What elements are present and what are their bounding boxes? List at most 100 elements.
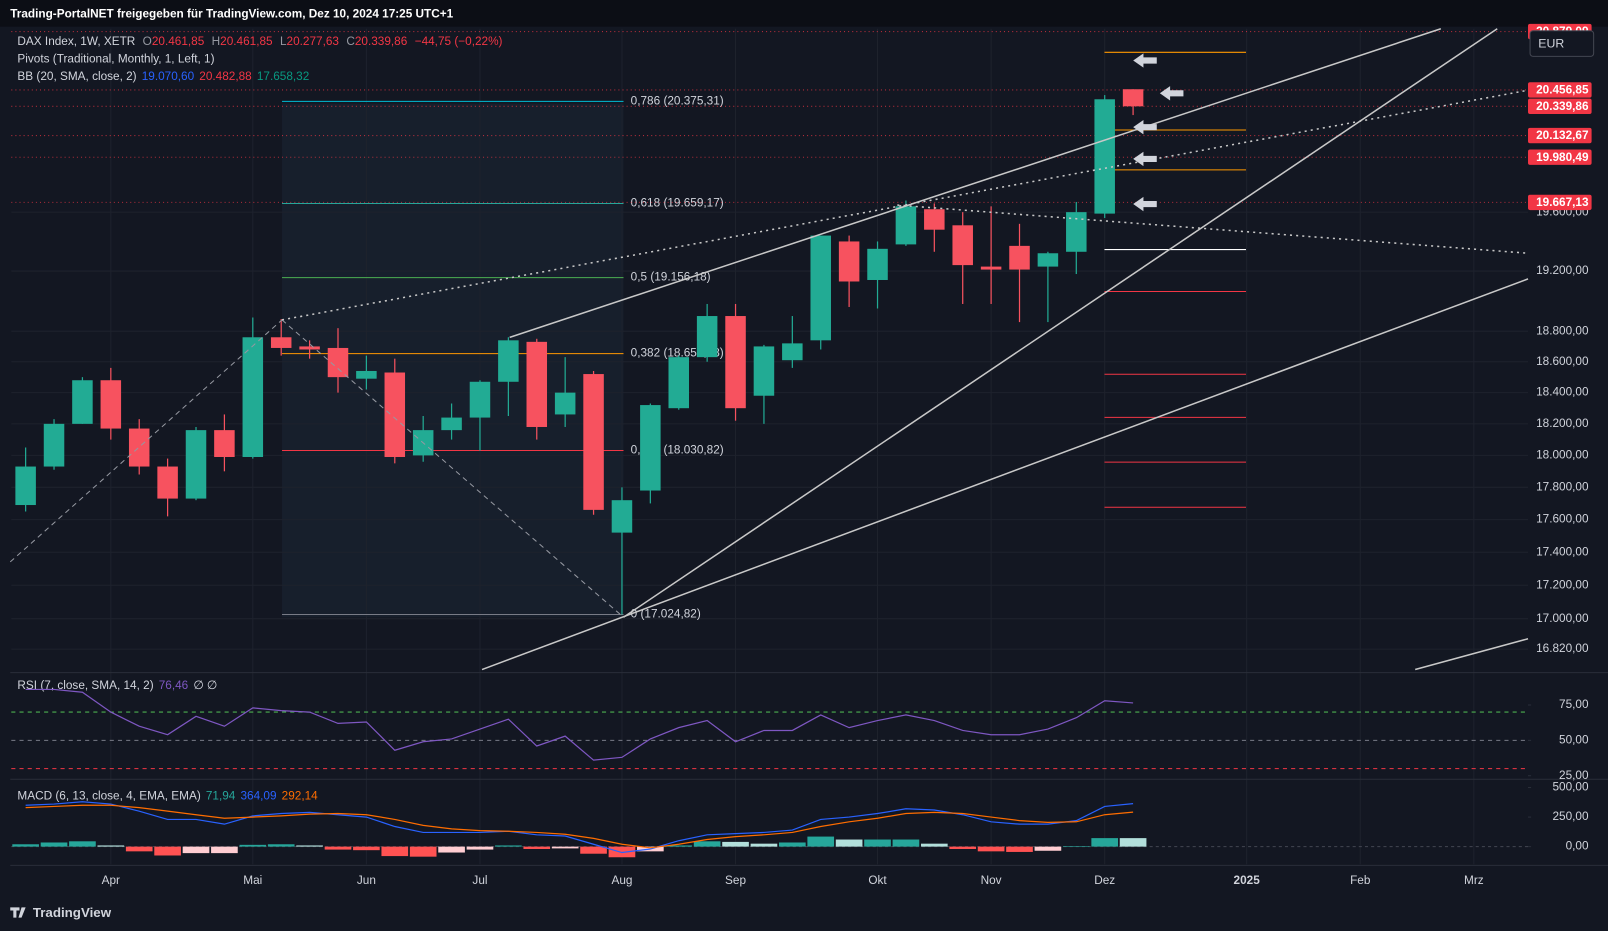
candle-body	[327, 347, 349, 378]
histogram-bar	[12, 844, 39, 847]
arrow	[1159, 86, 1184, 101]
y-tick-label: 25,00	[1559, 769, 1589, 782]
price-tag-label: 20.456,85	[1536, 84, 1589, 97]
candle-body	[867, 248, 888, 280]
x-tick-label: 2025	[1234, 874, 1261, 887]
candle-body	[441, 417, 462, 431]
y-tick-label: 18.200,00	[1536, 417, 1589, 430]
ohlc-key: C	[346, 35, 355, 48]
candle-body	[696, 316, 718, 358]
y-tick-label: 17.800,00	[1536, 480, 1589, 493]
histogram-bar	[807, 836, 835, 847]
candle-body	[895, 206, 917, 245]
price-tag	[1528, 82, 1592, 98]
candle-body	[725, 316, 746, 409]
candle-body	[980, 266, 1002, 270]
candle-body	[498, 340, 519, 382]
rsi-title: RSI (7, close, SMA, 14, 2)	[17, 679, 153, 692]
change: −44,75 (−0,22%)	[415, 35, 503, 48]
macd-value: 364,09	[241, 790, 277, 803]
y-tick-label: 17.400,00	[1536, 545, 1589, 558]
histogram-bar	[750, 843, 778, 847]
histogram-bar	[495, 845, 522, 847]
y-tick-label: 19.200,00	[1536, 264, 1589, 277]
candle-body	[270, 337, 292, 348]
histogram-bar	[353, 846, 380, 851]
trend-lines	[9, 27, 1529, 671]
arrow	[1133, 119, 1157, 135]
x-tick-label: Jun	[357, 874, 376, 887]
fib-label: 0,618 (19.659,17)	[631, 197, 724, 210]
price-tag-label: 19.667,13	[1536, 196, 1589, 209]
y-tick-label: 18.400,00	[1536, 386, 1589, 399]
candle-body	[1122, 89, 1144, 107]
legend-rsi: RSI (7, close, SMA, 14, 2) 76,46 ∅ ∅	[17, 679, 217, 692]
arrow	[1133, 196, 1157, 212]
candle-body	[952, 225, 973, 266]
trend-line	[1415, 638, 1529, 671]
price-tag-label: 20.132,67	[1536, 129, 1589, 142]
candle-body	[214, 430, 235, 457]
trend-line	[897, 204, 1529, 255]
bb-value: 20.482,88	[199, 70, 252, 83]
candle-body	[242, 337, 264, 457]
legend-bb: BB (20, SMA, close, 2) 19.070,60 20.482,88…	[17, 70, 309, 83]
x-tick-label: Aug	[611, 874, 632, 887]
trend-line	[281, 89, 1529, 321]
y-tick-label: 18.800,00	[1536, 324, 1589, 337]
histogram-bar	[693, 841, 721, 847]
histogram-bar	[580, 846, 607, 854]
logo-icon	[10, 907, 26, 918]
symbol: DAX Index, 1W, XETR	[17, 35, 135, 48]
histogram-bar	[125, 846, 153, 852]
histogram-bar	[296, 845, 323, 847]
x-tick-label: Sep	[725, 874, 746, 887]
y-tick-label: 18.600,00	[1536, 355, 1589, 368]
candle-body	[185, 430, 207, 499]
macd-value: 292,14	[282, 790, 318, 803]
rsi-value: 76,46	[159, 679, 189, 692]
fib-label: 0,786 (20.375,31)	[631, 94, 724, 107]
candle-body	[583, 374, 604, 510]
price-tag	[1528, 127, 1592, 144]
candle-body	[640, 405, 661, 491]
histogram-bar	[1091, 838, 1119, 847]
candle-body	[384, 372, 406, 457]
candle-body	[782, 343, 803, 361]
histogram-bar	[69, 841, 96, 847]
arrow	[1133, 53, 1157, 68]
brand-logo: TradingView	[10, 905, 112, 920]
brand: TradingView	[33, 905, 112, 920]
price-tag	[1528, 194, 1592, 211]
y-tick-label: 16.820,00	[1536, 642, 1589, 655]
ohlc-value: 20.461,85	[152, 35, 205, 48]
y-tick-label: 17.600,00	[1536, 513, 1589, 526]
candle-body	[526, 341, 548, 427]
histogram-bar	[1062, 846, 1090, 847]
candle-body	[810, 235, 831, 341]
histogram-bar	[1034, 846, 1062, 851]
candle-body	[611, 500, 633, 533]
candle-body	[1094, 99, 1115, 214]
y-tick-label: 50,00	[1559, 733, 1589, 746]
ohlc-value: 20.339,86	[355, 35, 408, 48]
macd-value: 71,94	[206, 790, 236, 803]
candle-body	[753, 346, 775, 396]
macd-line	[25, 804, 1134, 849]
arrow	[1133, 151, 1157, 167]
price-tag-label: 20.339,86	[1536, 100, 1589, 113]
candle-body	[1037, 253, 1059, 267]
histogram-bar	[466, 846, 494, 850]
ohlc-value: 20.277,63	[287, 35, 340, 48]
histogram-bar	[324, 846, 352, 850]
currency-button[interactable]	[1529, 30, 1595, 57]
ohlc-value: 20.461,85	[220, 35, 273, 48]
x-tick-label: Apr	[102, 874, 120, 887]
x-tick-label: Jul	[472, 874, 487, 887]
candle-body	[15, 466, 36, 506]
rsi-na: ∅ ∅	[193, 679, 217, 692]
y-tick-label: 500,00	[1552, 781, 1588, 794]
histogram-bar	[949, 846, 977, 849]
trend-line	[481, 278, 1529, 671]
